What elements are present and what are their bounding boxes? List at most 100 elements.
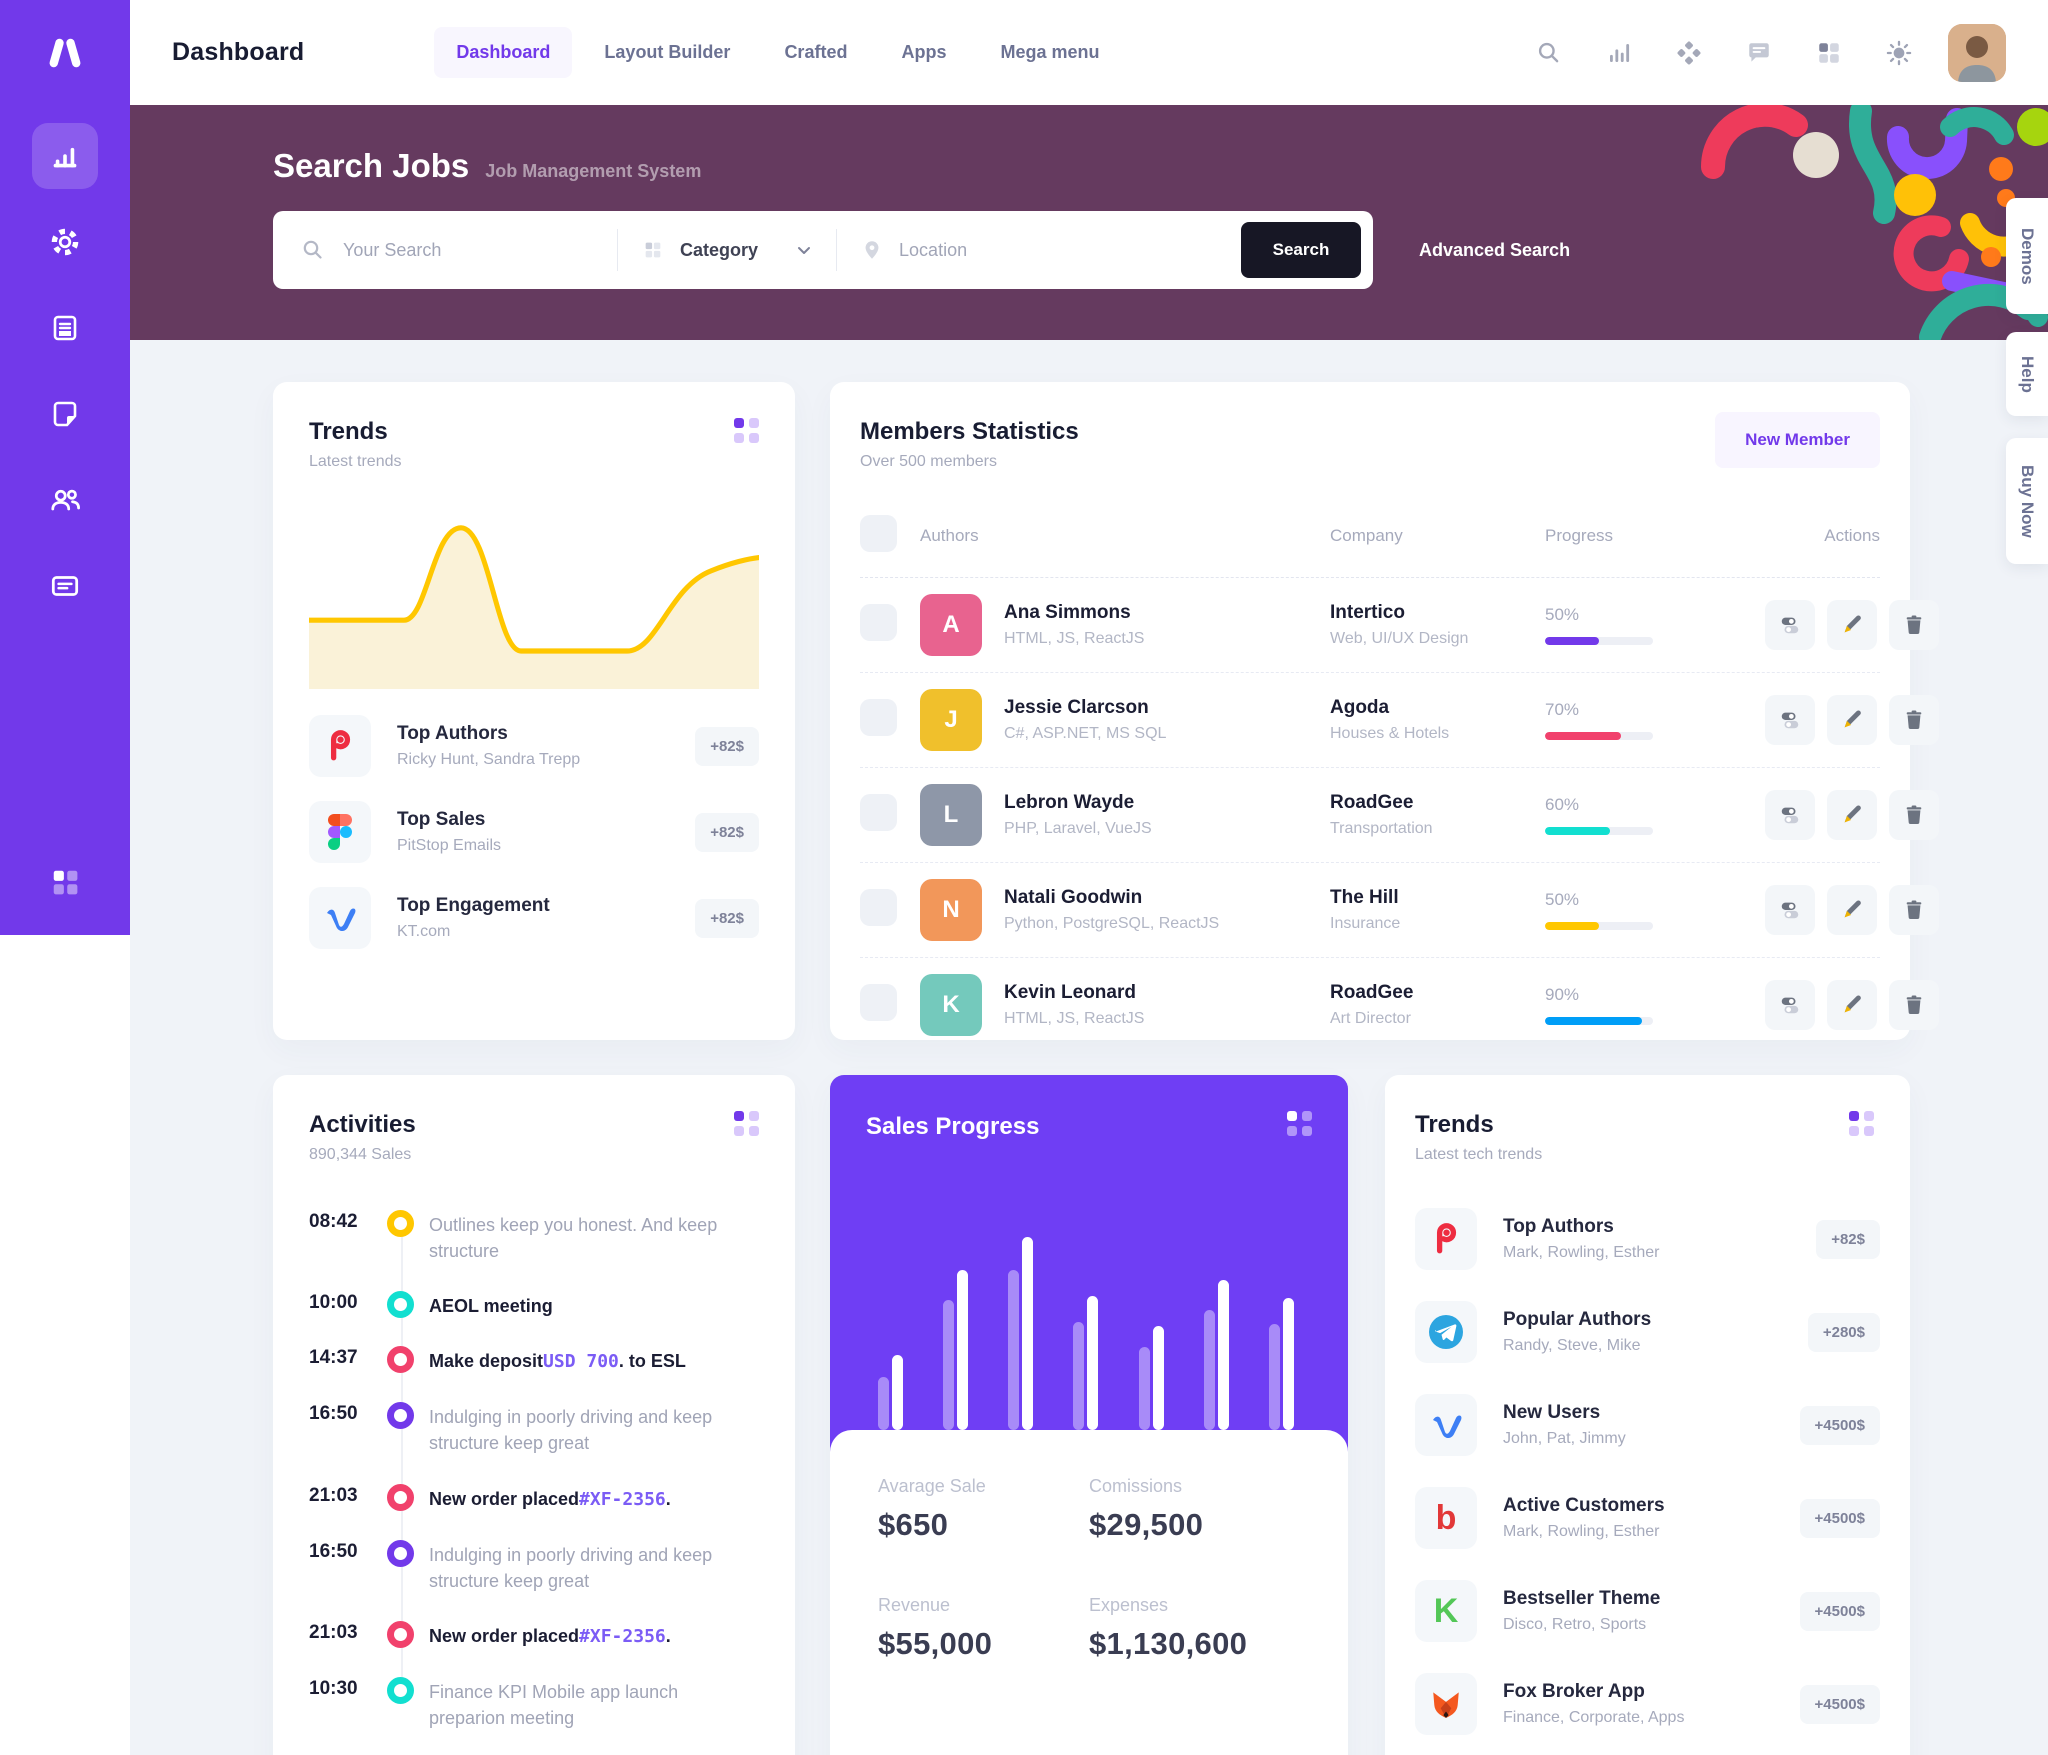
sidebar-item-settings[interactable]: [32, 209, 98, 275]
search-icon[interactable]: [1528, 32, 1570, 74]
activity-link[interactable]: #XF-2356: [579, 1488, 666, 1510]
item-title[interactable]: Active Customers: [1503, 1495, 1665, 1516]
item-title[interactable]: Bestseller Theme: [1503, 1588, 1661, 1609]
member-skills: PHP, Laravel, VueJS: [1004, 820, 1152, 837]
member-company[interactable]: Intertico: [1330, 602, 1405, 623]
column-company[interactable]: Company: [1330, 526, 1403, 545]
buy-now-tab[interactable]: Buy Now: [2006, 438, 2048, 564]
member-name[interactable]: Kevin Leonard: [1004, 982, 1136, 1003]
card-menu-icon[interactable]: [734, 1111, 759, 1136]
theme-sun-icon[interactable]: [1878, 32, 1920, 74]
item-title[interactable]: Fox Broker App: [1503, 1681, 1645, 1702]
toggles-icon: [1781, 902, 1799, 919]
card-menu-icon[interactable]: [1849, 1111, 1874, 1136]
app-logo[interactable]: [0, 0, 130, 105]
member-role: Web, UI/UX Design: [1330, 630, 1469, 647]
settings-toggle-button[interactable]: [1765, 980, 1815, 1030]
location-input[interactable]: [899, 239, 1100, 261]
user-avatar[interactable]: [1948, 23, 2006, 82]
search-icon: [303, 240, 322, 259]
category-dropdown[interactable]: Category: [642, 239, 812, 261]
select-all-checkbox[interactable]: [860, 515, 897, 552]
delete-button[interactable]: [1889, 790, 1939, 840]
delete-button[interactable]: [1889, 600, 1939, 650]
item-subtitle: Mark, Rowling, Esther: [1503, 1244, 1660, 1261]
member-company[interactable]: Agoda: [1330, 697, 1390, 718]
edit-button[interactable]: [1827, 885, 1877, 935]
avatar: K: [920, 974, 982, 1036]
list-item: K Bestseller Theme Disco, Retro, Sports +…: [1415, 1580, 1880, 1642]
edit-button[interactable]: [1827, 790, 1877, 840]
nav-item-crafted[interactable]: Crafted: [784, 42, 848, 62]
item-title[interactable]: Top Engagement: [397, 895, 550, 916]
delete-button[interactable]: [1889, 980, 1939, 1030]
new-member-button[interactable]: New Member: [1715, 412, 1880, 468]
item-title[interactable]: Popular Authors: [1503, 1309, 1652, 1330]
hero-subtitle: Job Management System: [485, 161, 702, 181]
nav-item-dashboard[interactable]: Dashboard: [434, 27, 573, 78]
row-checkbox[interactable]: [860, 984, 897, 1021]
nav-item-layout-builder[interactable]: Layout Builder: [604, 42, 731, 62]
column-progress[interactable]: Progress: [1545, 526, 1614, 545]
sidebar-item-dashboard[interactable]: [32, 123, 98, 189]
apps-grid-icon[interactable]: [1808, 32, 1850, 74]
nav-item-mega-menu[interactable]: Mega menu: [1000, 42, 1100, 62]
activity-link[interactable]: USD 700: [543, 1351, 619, 1373]
item-title[interactable]: Top Sales: [397, 809, 486, 830]
member-company[interactable]: RoadGee: [1330, 792, 1414, 813]
settings-toggle-button[interactable]: [1765, 790, 1815, 840]
sidebar-item-notes[interactable]: [32, 381, 98, 447]
item-title[interactable]: Top Authors: [397, 723, 508, 744]
item-title[interactable]: New Users: [1503, 1402, 1601, 1423]
chat-icon[interactable]: [1738, 32, 1780, 74]
sidebar-item-members[interactable]: [32, 467, 98, 533]
column-authors[interactable]: Authors: [920, 526, 979, 545]
nav-item-apps[interactable]: Apps: [901, 42, 947, 62]
member-name[interactable]: Jessie Clarcson: [1004, 697, 1149, 718]
progress-bar: [1545, 1017, 1653, 1025]
row-checkbox[interactable]: [860, 889, 897, 926]
delete-button[interactable]: [1889, 695, 1939, 745]
demos-tab[interactable]: Demos: [2006, 198, 2048, 314]
progress-bar: [1545, 732, 1653, 740]
delete-button[interactable]: [1889, 885, 1939, 935]
sidebar-item-apps-grid[interactable]: [47, 864, 83, 905]
edit-button[interactable]: [1827, 600, 1877, 650]
card-menu-icon[interactable]: [734, 418, 759, 443]
settings-toggle-button[interactable]: [1765, 600, 1815, 650]
member-name[interactable]: Ana Simmons: [1004, 602, 1131, 623]
activity-link[interactable]: #XF-2356: [579, 1625, 666, 1647]
edit-button[interactable]: [1827, 695, 1877, 745]
kickstarter-icon: K: [1415, 1580, 1477, 1642]
edit-button[interactable]: [1827, 980, 1877, 1030]
card-subtitle: Over 500 members: [860, 453, 997, 470]
settings-toggle-button[interactable]: [1765, 885, 1815, 935]
item-title[interactable]: Top Authors: [1503, 1216, 1614, 1237]
member-company[interactable]: RoadGee: [1330, 982, 1414, 1003]
trends-list: Top Authors Ricky Hunt, Sandra Trepp +82$…: [309, 715, 759, 949]
trends-card: Trends Latest trends Top Authors Ricky Hu…: [273, 382, 795, 1040]
item-subtitle: Finance, Corporate, Apps: [1503, 1709, 1685, 1726]
main-content: Trends Latest trends Top Authors Ricky Hu…: [130, 340, 2048, 1755]
member-name[interactable]: Lebron Wayde: [1004, 792, 1135, 813]
activity-item: 21:03 New order placed#XF-2356.: [309, 1483, 759, 1513]
member-company[interactable]: The Hill: [1330, 887, 1399, 908]
sidebar-item-reports[interactable]: [32, 553, 98, 619]
activity-text: Outlines keep you honest. And keep struc…: [429, 1215, 718, 1262]
row-checkbox[interactable]: [860, 699, 897, 736]
search-input[interactable]: [343, 239, 593, 261]
settings-toggle-button[interactable]: [1765, 695, 1815, 745]
search-button[interactable]: Search: [1241, 222, 1361, 278]
sidebar-item-documents[interactable]: [32, 295, 98, 361]
quick-links-icon[interactable]: [1668, 32, 1710, 74]
help-tab[interactable]: Help: [2006, 332, 2048, 416]
row-checkbox[interactable]: [860, 604, 897, 641]
advanced-search-link[interactable]: Advanced Search: [1419, 239, 1571, 260]
row-checkbox[interactable]: [860, 794, 897, 831]
stats-icon[interactable]: [1598, 32, 1640, 74]
activity-item: 08:42 Outlines keep you honest. And keep…: [309, 1210, 759, 1264]
card-menu-icon[interactable]: [1287, 1111, 1312, 1136]
toggles-icon: [1781, 807, 1799, 824]
member-name[interactable]: Natali Goodwin: [1004, 887, 1143, 908]
item-subtitle: KT.com: [397, 923, 451, 940]
